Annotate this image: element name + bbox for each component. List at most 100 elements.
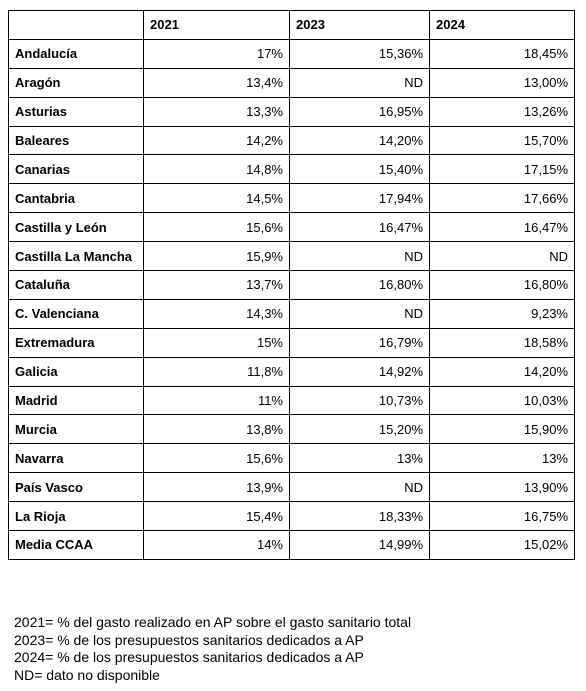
value-cell-2023: 16,95% xyxy=(289,96,430,127)
value-cell-2024: 16,80% xyxy=(429,270,575,300)
header-row: 2021 2023 2024 xyxy=(8,10,575,40)
value-cell-2023: 17,94% xyxy=(289,183,430,214)
note-2021: 2021= % del gasto realizado en AP sobre … xyxy=(14,614,412,630)
table-row: Cataluña 13,7% 16,80% 16,80% xyxy=(8,270,575,300)
table-row: Cantabria 14,5% 17,94% 17,66% xyxy=(8,183,575,214)
value-cell-2021: 14,2% xyxy=(143,125,290,156)
region-name-cell: Media CCAA xyxy=(8,530,144,560)
note-2024: 2024= % de los presupuestos sanitarios d… xyxy=(14,649,364,665)
value-cell-2021: 13,9% xyxy=(143,472,290,503)
region-name-cell: Extremadura xyxy=(8,327,144,358)
table-row: Murcia 13,8% 15,20% 15,90% xyxy=(8,414,575,445)
region-name-cell: La Rioja xyxy=(8,501,144,532)
value-cell-2023: 15,20% xyxy=(289,414,430,445)
value-cell-2024: 13% xyxy=(429,443,575,474)
value-cell-2021: 15,6% xyxy=(143,443,290,474)
value-cell-2024: 15,90% xyxy=(429,414,575,445)
notes: 2021= % del gasto realizado en AP sobre … xyxy=(14,614,411,684)
region-name-cell: Canarias xyxy=(8,154,144,185)
value-cell-2023: ND xyxy=(289,241,430,272)
region-name-cell: Galicia xyxy=(8,356,144,387)
data-table: 2021 2023 2024 Andalucía 17% 15,36% 18,45% A… xyxy=(8,10,575,560)
table-row: Madrid 11% 10,73% 10,03% xyxy=(8,385,575,416)
region-name-cell: Andalucía xyxy=(8,38,144,69)
value-cell-2024: 18,45% xyxy=(429,38,575,69)
value-cell-2023: ND xyxy=(289,67,430,98)
region-name-cell: Aragón xyxy=(8,67,144,98)
table-row: Baleares 14,2% 14,20% 15,70% xyxy=(8,125,575,156)
region-name-cell: Castilla y León xyxy=(8,212,144,243)
value-cell-2021: 15,4% xyxy=(143,501,290,532)
value-cell-2021: 13,4% xyxy=(143,67,290,98)
value-cell-2023: 13% xyxy=(289,443,430,474)
value-cell-2024: 9,23% xyxy=(429,298,575,329)
header-cell-2023: 2023 xyxy=(289,10,430,40)
table-body: Andalucía 17% 15,36% 18,45% Aragón 13,4% ND 13,… xyxy=(8,38,575,560)
value-cell-2023: ND xyxy=(289,298,430,329)
value-cell-2024: 15,02% xyxy=(429,530,575,560)
value-cell-2024: 17,66% xyxy=(429,183,575,214)
value-cell-2021: 11% xyxy=(143,385,290,416)
region-name-cell: Castilla La Mancha xyxy=(8,241,144,272)
value-cell-2023: 10,73% xyxy=(289,385,430,416)
table-row: Galicia 11,8% 14,92% 14,20% xyxy=(8,356,575,387)
value-cell-2021: 17% xyxy=(143,38,290,69)
region-name-cell: Navarra xyxy=(8,443,144,474)
region-name-cell: Baleares xyxy=(8,125,144,156)
table-row: Canarias 14,8% 15,40% 17,15% xyxy=(8,154,575,185)
value-cell-2021: 15,9% xyxy=(143,241,290,272)
note-nd: ND= dato no disponible xyxy=(14,666,160,683)
table-row: C. Valenciana 14,3% ND 9,23% xyxy=(8,298,575,329)
value-cell-2023: 16,80% xyxy=(289,270,430,300)
value-cell-2021: 14,5% xyxy=(143,183,290,214)
region-name-cell: Cantabria xyxy=(8,183,144,214)
value-cell-2021: 13,8% xyxy=(143,414,290,445)
region-name-cell: C. Valenciana xyxy=(8,298,144,329)
value-cell-2024: 13,26% xyxy=(429,96,575,127)
value-cell-2021: 13,3% xyxy=(143,96,290,127)
table-row: Media CCAA 14% 14,99% 15,02% xyxy=(8,530,575,560)
value-cell-2024: 14,20% xyxy=(429,356,575,387)
value-cell-2023: 14,20% xyxy=(289,125,430,156)
value-cell-2024: 13,00% xyxy=(429,67,575,98)
value-cell-2023: 18,33% xyxy=(289,501,430,532)
region-name-cell: País Vasco xyxy=(8,472,144,503)
value-cell-2024: 10,03% xyxy=(429,385,575,416)
value-cell-2024: ND xyxy=(429,241,575,272)
value-cell-2021: 13,7% xyxy=(143,270,290,300)
value-cell-2024: 18,58% xyxy=(429,327,575,358)
table-row: Navarra 15,6% 13% 13% xyxy=(8,443,575,474)
value-cell-2021: 15% xyxy=(143,327,290,358)
region-name-cell: Asturias xyxy=(8,96,144,127)
table-row: La Rioja 15,4% 18,33% 16,75% xyxy=(8,501,575,532)
value-cell-2024: 16,47% xyxy=(429,212,575,243)
value-cell-2023: 15,36% xyxy=(289,38,430,69)
table-row: Aragón 13,4% ND 13,00% xyxy=(8,67,575,98)
value-cell-2023: 16,47% xyxy=(289,212,430,243)
value-cell-2024: 16,75% xyxy=(429,501,575,532)
region-name-cell: Murcia xyxy=(8,414,144,445)
value-cell-2021: 14,8% xyxy=(143,154,290,185)
header-cell-2021: 2021 xyxy=(143,10,290,40)
value-cell-2021: 14% xyxy=(143,530,290,560)
value-cell-2024: 17,15% xyxy=(429,154,575,185)
value-cell-2021: 14,3% xyxy=(143,298,290,329)
region-name-cell: Madrid xyxy=(8,385,144,416)
value-cell-2024: 13,90% xyxy=(429,472,575,503)
value-cell-2023: 14,99% xyxy=(289,530,430,560)
value-cell-2023: 16,79% xyxy=(289,327,430,358)
value-cell-2024: 15,70% xyxy=(429,125,575,156)
value-cell-2023: 15,40% xyxy=(289,154,430,185)
table-row: Asturias 13,3% 16,95% 13,26% xyxy=(8,96,575,127)
value-cell-2023: ND xyxy=(289,472,430,503)
header-cell-2024: 2024 xyxy=(429,10,575,40)
table-row: País Vasco 13,9% ND 13,90% xyxy=(8,472,575,503)
table-row: Castilla La Mancha 15,9% ND ND xyxy=(8,241,575,272)
value-cell-2021: 11,8% xyxy=(143,356,290,387)
note-2023: 2023= % de los presupuestos sanitarios d… xyxy=(14,631,364,648)
value-cell-2021: 15,6% xyxy=(143,212,290,243)
region-name-cell: Cataluña xyxy=(8,270,144,300)
header-cell-region xyxy=(8,10,144,40)
table-row: Extremadura 15% 16,79% 18,58% xyxy=(8,327,575,358)
value-cell-2023: 14,92% xyxy=(289,356,430,387)
